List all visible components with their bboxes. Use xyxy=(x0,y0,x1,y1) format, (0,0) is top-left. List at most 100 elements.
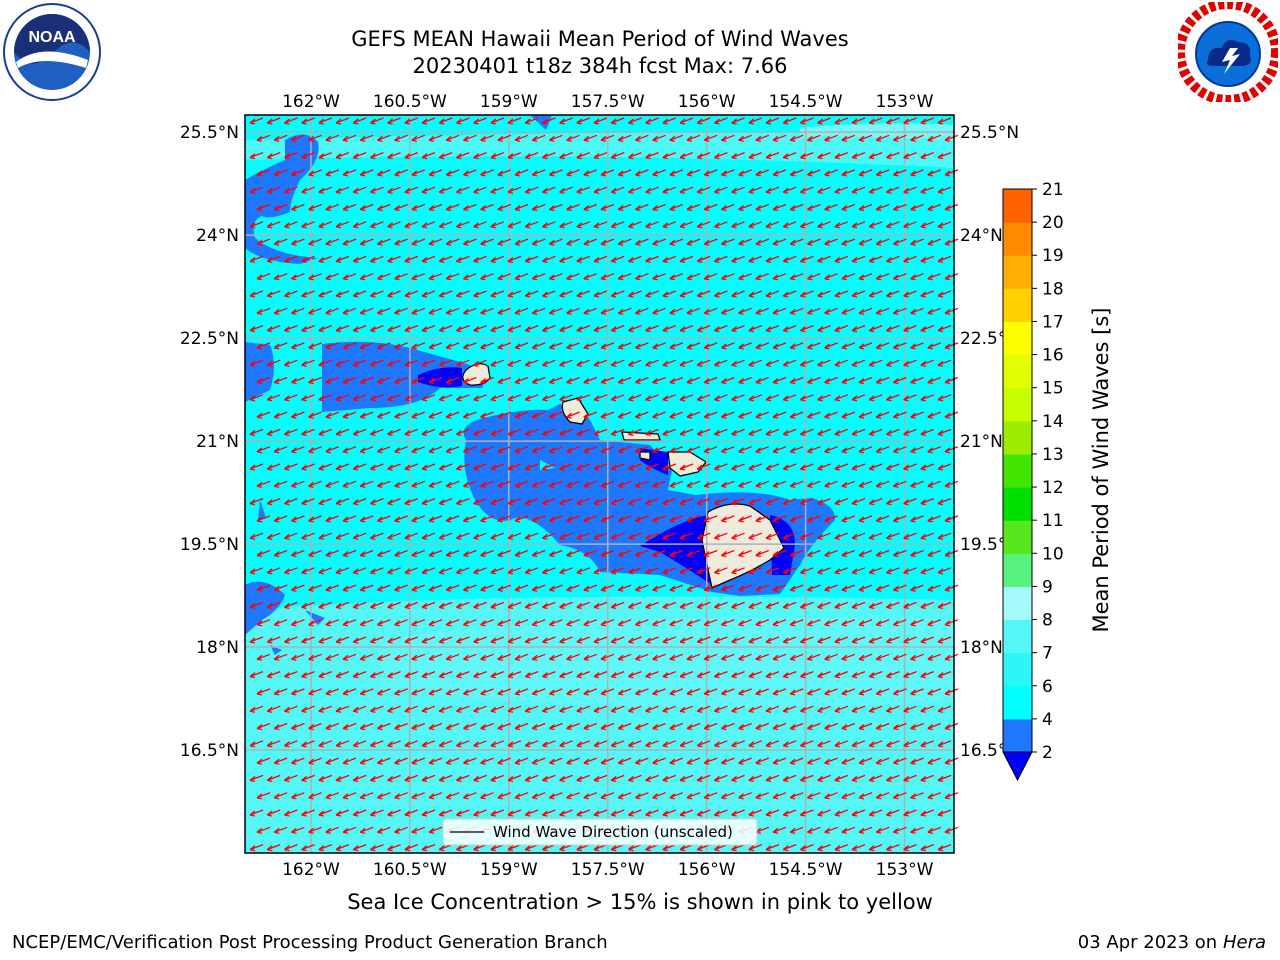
wind-wave-arrow xyxy=(256,307,271,315)
wind-wave-arrow xyxy=(944,169,959,177)
wind-wave-arrow xyxy=(696,324,711,333)
wind-wave-arrow xyxy=(679,428,694,437)
wind-wave-arrow xyxy=(662,497,677,506)
wind-wave-arrow xyxy=(480,480,494,488)
wind-wave-arrow xyxy=(782,117,797,125)
wind-wave-arrow xyxy=(507,497,522,506)
wind-wave-arrow xyxy=(627,497,642,506)
wind-wave-arrow xyxy=(634,169,649,177)
wind-wave-arrow xyxy=(824,549,838,558)
wind-wave-arrow xyxy=(273,307,288,315)
wind-wave-arrow xyxy=(696,255,711,264)
wind-wave-arrow xyxy=(531,238,546,246)
wind-wave-arrow xyxy=(627,428,642,437)
wind-wave-arrow xyxy=(438,151,453,160)
wind-wave-arrow xyxy=(662,601,677,610)
wind-wave-arrow xyxy=(462,134,477,142)
wind-wave-arrow xyxy=(634,549,649,558)
wind-wave-arrow xyxy=(308,584,322,592)
wind-wave-arrow xyxy=(782,428,797,437)
wind-wave-arrow xyxy=(738,549,752,558)
wind-wave-arrow xyxy=(731,359,745,367)
wind-wave-arrow xyxy=(473,186,487,194)
wind-wave-arrow xyxy=(335,567,350,575)
x-tick-label-bottom: 154.5°W xyxy=(769,860,843,880)
wind-wave-arrow xyxy=(576,601,591,610)
wind-wave-arrow xyxy=(411,411,426,419)
wind-wave-arrow xyxy=(920,532,935,540)
wind-wave-arrow xyxy=(686,307,701,315)
wind-wave-arrow xyxy=(369,117,384,125)
wind-wave-arrow xyxy=(765,359,780,367)
wind-wave-arrow xyxy=(824,584,838,592)
wind-wave-arrow xyxy=(927,238,942,246)
wind-wave-arrow xyxy=(868,151,883,160)
wind-wave-arrow xyxy=(782,151,797,160)
wind-wave-arrow xyxy=(738,584,752,592)
wind-wave-arrow xyxy=(627,359,642,367)
wind-wave-arrow xyxy=(634,411,649,419)
wind-wave-arrow xyxy=(566,653,580,661)
wind-wave-arrow xyxy=(738,342,752,350)
wind-wave-arrow xyxy=(576,636,591,644)
wind-wave-arrow xyxy=(325,480,340,488)
wind-wave-arrow xyxy=(325,203,340,212)
wind-wave-arrow xyxy=(834,532,849,540)
x-tick-label-top: 157.5°W xyxy=(571,92,645,112)
wind-wave-arrow xyxy=(610,636,625,644)
wind-wave-arrow xyxy=(748,636,763,644)
wind-wave-arrow xyxy=(696,186,711,194)
wind-wave-arrow xyxy=(548,480,563,488)
wind-wave-arrow xyxy=(559,567,573,575)
wind-wave-arrow xyxy=(445,169,460,177)
wind-wave-arrow xyxy=(541,359,556,367)
wind-wave-arrow xyxy=(273,411,288,419)
wind-wave-arrow xyxy=(507,359,522,367)
wind-wave-arrow xyxy=(514,376,529,385)
wind-wave-arrow xyxy=(507,394,522,402)
wind-wave-arrow xyxy=(559,497,573,506)
wind-wave-arrow xyxy=(799,636,814,644)
wind-wave-arrow xyxy=(490,463,505,471)
wind-wave-arrow xyxy=(548,515,563,523)
wind-wave-arrow xyxy=(462,653,477,661)
wind-wave-arrow xyxy=(765,532,780,540)
wind-wave-arrow xyxy=(696,428,711,437)
wind-wave-arrow xyxy=(789,169,804,177)
wind-wave-arrow xyxy=(249,221,264,229)
wind-wave-arrow xyxy=(249,255,264,264)
wind-wave-arrow xyxy=(713,601,728,610)
wind-wave-arrow xyxy=(617,446,632,454)
wind-wave-arrow xyxy=(369,151,384,160)
wind-wave-arrow xyxy=(789,376,804,385)
wind-wave-arrow xyxy=(720,653,735,661)
wind-wave-arrow xyxy=(524,601,539,610)
wind-wave-arrow xyxy=(335,117,350,125)
wind-wave-arrow xyxy=(806,273,821,281)
wind-wave-arrow xyxy=(696,497,711,506)
wind-wave-arrow xyxy=(438,463,453,471)
wind-wave-arrow xyxy=(703,307,718,315)
wind-wave-arrow xyxy=(473,359,487,367)
wind-wave-arrow xyxy=(610,324,625,333)
wind-wave-arrow xyxy=(875,619,890,627)
wind-wave-arrow xyxy=(256,134,271,142)
wind-wave-arrow xyxy=(576,221,591,229)
wind-wave-arrow xyxy=(462,619,477,627)
wind-wave-arrow xyxy=(548,376,563,385)
wind-wave-arrow xyxy=(927,203,942,212)
wind-wave-arrow xyxy=(548,307,563,315)
wind-wave-arrow xyxy=(910,549,924,558)
wind-wave-arrow xyxy=(369,255,384,264)
wind-wave-arrow xyxy=(817,497,831,506)
wind-wave-arrow xyxy=(273,446,288,454)
wind-wave-arrow xyxy=(548,584,563,592)
wind-wave-arrow xyxy=(249,151,264,160)
wind-wave-arrow xyxy=(507,255,522,264)
wind-wave-arrow xyxy=(885,359,900,367)
wind-wave-arrow xyxy=(593,186,608,194)
wind-wave-arrow xyxy=(937,532,952,540)
wind-wave-arrow xyxy=(841,342,856,350)
y-tick-label-right: 25.5°N xyxy=(960,123,1019,143)
wind-wave-arrow xyxy=(920,463,935,471)
